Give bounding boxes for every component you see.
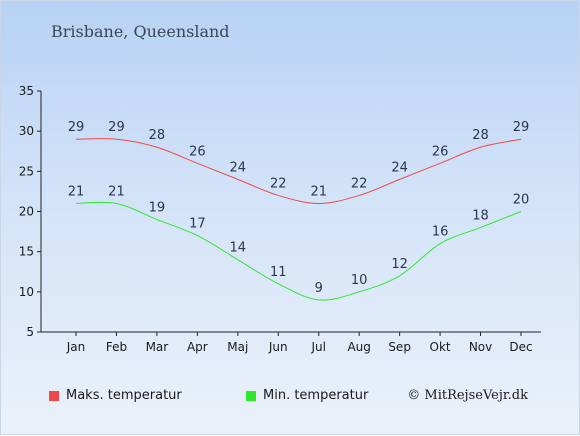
data-label-min: 11	[270, 265, 287, 280]
legend-label-min: Min. temperatur	[263, 388, 369, 403]
x-tick-label: Okt	[430, 340, 451, 354]
x-tick-label: Jan	[66, 340, 86, 354]
legend-label-max: Maks. temperatur	[66, 388, 182, 403]
series-line-min	[75, 201, 522, 301]
data-label-max: 29	[513, 120, 530, 135]
legend-item-max: Maks. temperatur	[49, 388, 182, 403]
x-tick-label: Aug	[347, 340, 370, 354]
data-label-max: 28	[149, 128, 166, 143]
legend: Maks. temperatur Min. temperatur	[1, 388, 580, 412]
y-tick-label: 30	[19, 124, 34, 138]
x-tick-label: Mar	[146, 340, 169, 354]
chart-title: Brisbane, Queensland	[51, 22, 230, 41]
x-tick-label: Jun	[268, 340, 288, 354]
data-label-min: 9	[315, 281, 323, 296]
data-label-min: 20	[513, 193, 530, 208]
data-label-max: 26	[189, 144, 206, 159]
data-label-min: 14	[230, 241, 247, 256]
x-tick-label: Apr	[187, 340, 208, 354]
data-label-max: 22	[270, 176, 287, 191]
data-label-min: 21	[68, 184, 85, 199]
y-tick-label: 5	[26, 325, 34, 339]
series-line-max	[75, 138, 522, 204]
data-label-min: 10	[351, 273, 368, 288]
data-label-max: 24	[391, 160, 408, 175]
data-label-min: 18	[472, 209, 489, 224]
data-label-max: 24	[230, 160, 247, 175]
x-tick-label: Sep	[388, 340, 411, 354]
data-label-min: 21	[108, 184, 125, 199]
x-tick-label: Maj	[227, 340, 248, 354]
data-label-max: 29	[68, 120, 85, 135]
data-label-min: 17	[189, 217, 206, 232]
y-tick-label: 25	[19, 164, 34, 178]
y-tick-label: 35	[19, 84, 34, 98]
y-tick-label: 20	[19, 205, 34, 219]
data-label-min: 19	[149, 201, 166, 216]
x-tick-label: Feb	[106, 340, 127, 354]
data-label-min: 12	[391, 257, 408, 272]
data-label-max: 21	[310, 184, 327, 199]
data-label-max: 22	[351, 176, 368, 191]
legend-item-min: Min. temperatur	[246, 388, 368, 403]
y-tick-label: 10	[19, 285, 34, 299]
x-tick-label: Dec	[509, 340, 532, 354]
legend-swatch-min	[246, 390, 256, 401]
labels-layer: 29 29 28 26 24 22 21 22 24 26 28 29 21 21 19 17 14 11 9 10 1…	[68, 120, 530, 296]
x-tick-label: Jul	[310, 340, 325, 354]
data-label-max: 26	[432, 144, 449, 159]
y-tick-label: 15	[19, 245, 34, 259]
legend-swatch-max	[49, 390, 59, 401]
x-tick-label: Nov	[469, 340, 492, 354]
data-label-min: 16	[432, 225, 449, 240]
axes: 5 10 15 20 25 30 35 Jan Feb Mar Apr Maj Jun Jul Aug Sep…	[19, 84, 541, 354]
copyright-text: © MitRejseVejr.dk	[407, 388, 528, 403]
series-layer	[75, 138, 522, 301]
data-label-max: 28	[472, 128, 489, 143]
data-label-max: 29	[108, 120, 125, 135]
